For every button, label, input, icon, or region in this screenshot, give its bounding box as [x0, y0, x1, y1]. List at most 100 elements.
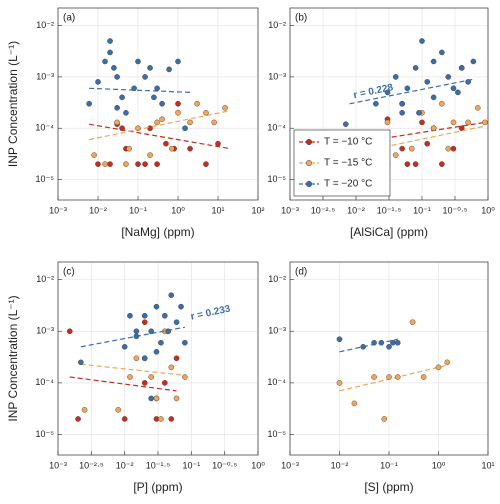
data-point	[360, 344, 366, 350]
fit-line	[375, 121, 486, 141]
data-point	[115, 407, 122, 413]
fit-line	[349, 78, 474, 105]
data-point	[95, 161, 101, 167]
data-point	[165, 328, 172, 335]
x-tick-label: 10⁻²·⁵	[311, 205, 336, 215]
x-tick-label: 10⁻¹	[129, 205, 147, 215]
data-point	[114, 105, 120, 111]
data-point	[114, 119, 120, 126]
data-point	[399, 100, 405, 107]
x-axis-label: [P] (ppm)	[133, 480, 182, 494]
x-axis-label: [NaMg] (ppm)	[121, 225, 194, 239]
data-point	[203, 161, 209, 167]
y-tick-label: 10⁻⁵	[268, 429, 287, 439]
y-tick-label: 10⁻²	[268, 274, 286, 284]
data-point	[102, 58, 108, 65]
data-point	[126, 145, 132, 152]
data-point	[75, 416, 81, 422]
data-point	[123, 109, 129, 116]
data-point	[336, 336, 343, 343]
fit-line	[375, 125, 486, 150]
data-point	[159, 116, 165, 123]
data-point	[153, 349, 160, 355]
data-point	[141, 319, 148, 325]
data-point	[141, 380, 148, 386]
data-point	[111, 65, 117, 71]
data-point	[168, 292, 175, 299]
x-tick-label: 10⁰	[481, 205, 495, 215]
data-point	[215, 140, 221, 147]
x-tick-label: 10²	[251, 205, 264, 215]
data-point	[386, 374, 392, 380]
data-point	[121, 344, 128, 350]
data-point	[178, 303, 184, 310]
y-tick-label: 10⁻³	[268, 71, 286, 81]
y-axis-label: INP Concentration (L⁻¹)	[6, 41, 20, 167]
x-tick-label: 10⁻⁰·⁵	[442, 205, 467, 215]
legend-marker	[306, 159, 313, 166]
plot-frame	[289, 7, 489, 201]
data-point	[187, 119, 193, 126]
x-axis-label: [AlSiCa] (ppm)	[350, 225, 428, 239]
x-tick-label: 10⁻⁰·⁵	[212, 460, 237, 470]
y-tick-label: 10⁻⁴	[35, 377, 54, 387]
x-axis-label: [S] (ppm)	[364, 480, 413, 494]
data-point	[127, 374, 133, 380]
fit-line	[339, 364, 448, 392]
panel-label: (c)	[63, 267, 75, 278]
data-point	[121, 416, 128, 422]
data-point	[399, 145, 405, 152]
data-point	[342, 121, 349, 127]
fit-line	[80, 363, 185, 376]
data-point	[381, 416, 388, 422]
y-tick-label: 10⁻³	[36, 326, 54, 336]
data-point	[147, 152, 153, 158]
data-point	[419, 119, 425, 126]
x-tick-label: 10⁻¹·⁵	[377, 205, 402, 215]
data-point	[455, 89, 461, 96]
x-tick-label: 10⁻²	[116, 460, 134, 470]
y-tick-label: 10⁻³	[36, 71, 54, 81]
data-point	[147, 65, 153, 71]
data-point	[141, 312, 148, 319]
data-point	[412, 65, 419, 71]
y-tick-label: 10⁻⁵	[36, 174, 55, 184]
data-point	[458, 125, 465, 132]
data-point	[384, 119, 391, 126]
data-point	[430, 58, 437, 65]
data-point	[154, 161, 160, 167]
fit-line	[339, 338, 398, 353]
data-point	[394, 374, 401, 380]
data-point	[175, 58, 181, 65]
data-point	[66, 328, 73, 335]
data-point	[168, 416, 175, 422]
fit-line	[89, 87, 191, 93]
data-point	[182, 374, 188, 380]
data-point	[119, 94, 125, 101]
data-point	[424, 140, 431, 147]
data-point	[445, 145, 452, 152]
data-point	[148, 395, 154, 402]
data-point	[123, 161, 129, 167]
legend-label: T = −10 °C	[324, 137, 372, 148]
x-tick-label: 10¹	[211, 205, 224, 215]
data-point	[470, 58, 477, 65]
data-point	[107, 49, 113, 56]
data-point	[142, 74, 148, 80]
y-tick-label: 10⁻⁴	[267, 377, 286, 387]
panel-label: (d)	[295, 267, 307, 278]
data-point	[148, 374, 154, 380]
x-tick-label: 10⁻¹	[413, 205, 431, 215]
annotation: r = 0.228	[352, 82, 394, 101]
data-point	[163, 140, 169, 147]
data-point	[399, 109, 405, 116]
data-point	[458, 65, 465, 71]
data-point	[351, 400, 358, 407]
x-tick-label: 10⁻¹	[380, 460, 398, 470]
data-point	[378, 339, 385, 346]
fit-line	[89, 123, 231, 150]
data-point	[173, 319, 180, 325]
x-tick-label: 10⁻²	[331, 460, 349, 470]
data-point	[91, 152, 97, 158]
data-point	[203, 109, 209, 116]
